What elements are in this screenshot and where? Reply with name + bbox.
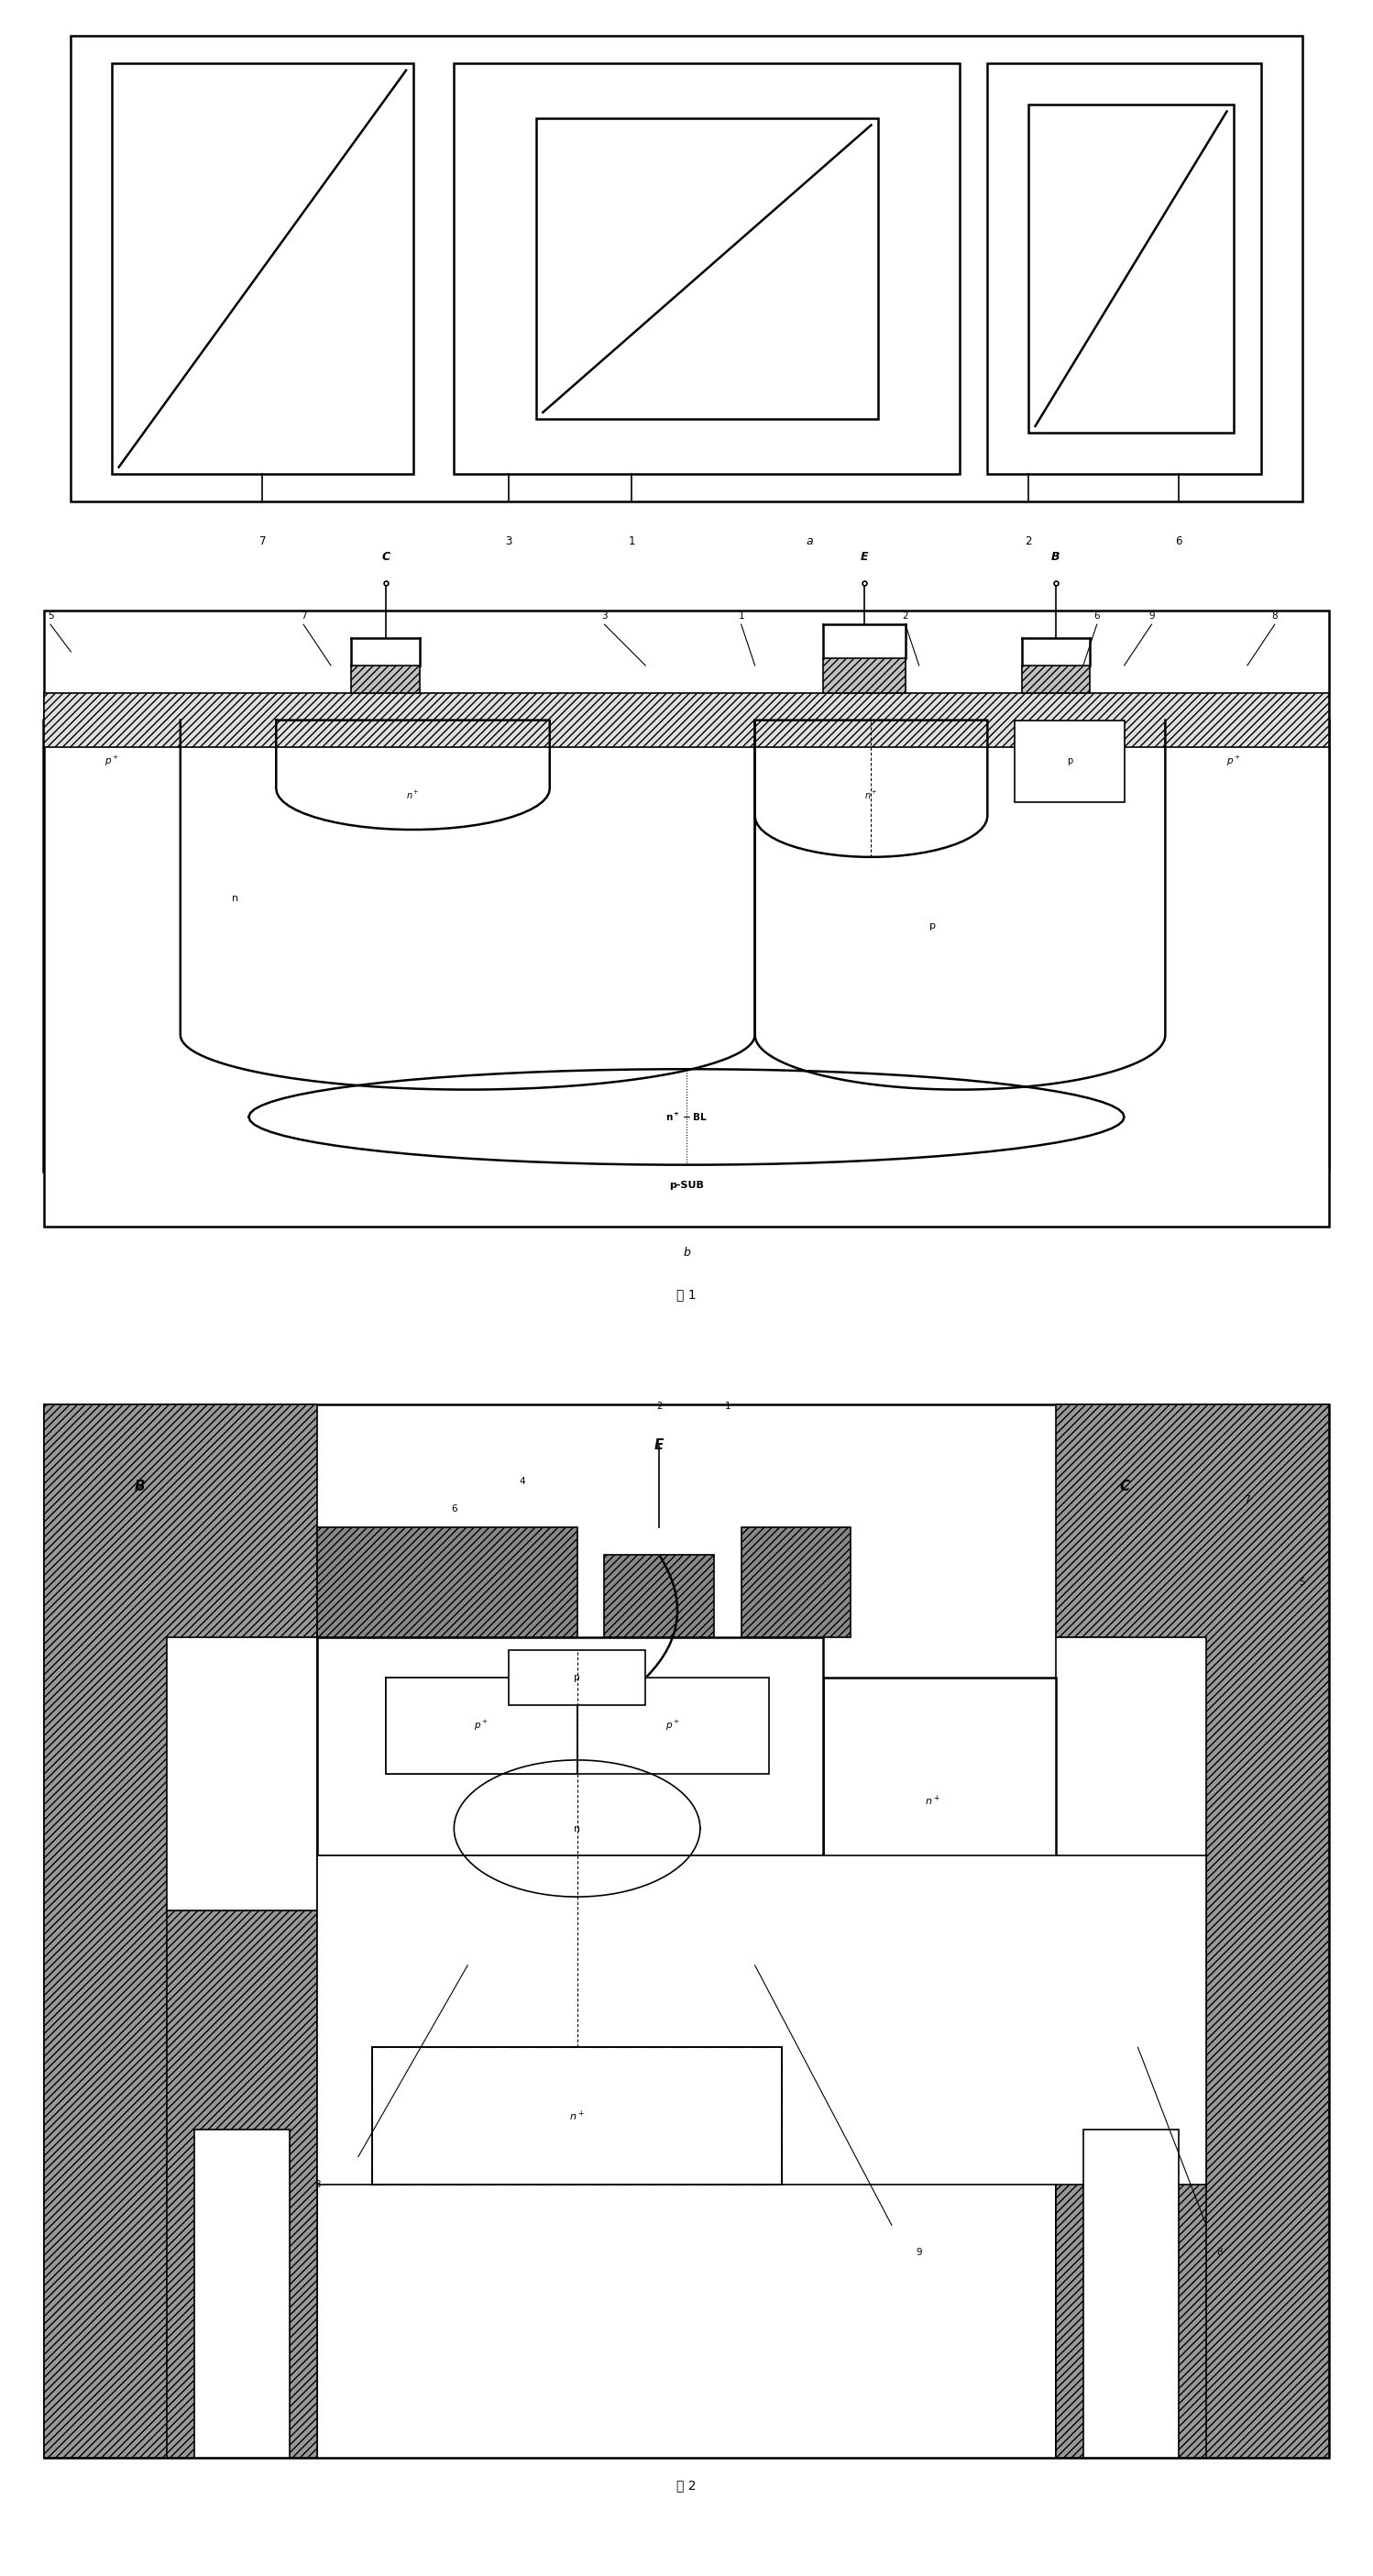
Polygon shape [824, 659, 905, 693]
Text: 3: 3 [505, 536, 512, 549]
Text: $p^+$: $p^+$ [1226, 755, 1241, 768]
Text: 2: 2 [902, 611, 909, 621]
Text: 6: 6 [1094, 611, 1100, 621]
Text: n: n [232, 894, 239, 902]
Text: $n^+$: $n^+$ [406, 788, 420, 801]
Polygon shape [1015, 721, 1124, 801]
Text: B: B [135, 1479, 144, 1494]
Text: 图 2: 图 2 [677, 2478, 696, 2491]
Polygon shape [386, 1677, 577, 1775]
Text: C: C [382, 551, 390, 564]
Polygon shape [604, 1556, 714, 1636]
Polygon shape [1056, 1636, 1207, 1911]
Text: $n^+$: $n^+$ [925, 1793, 941, 1808]
Text: 2: 2 [1026, 536, 1032, 549]
Text: p: p [574, 1674, 581, 1682]
Polygon shape [454, 64, 960, 474]
Text: $p^-$: $p^-$ [582, 2069, 599, 2081]
Text: 4: 4 [519, 1476, 526, 1486]
Text: 5: 5 [48, 611, 54, 621]
Text: 5: 5 [1299, 1577, 1306, 1587]
Text: 1: 1 [629, 536, 636, 549]
Text: 7: 7 [301, 611, 306, 621]
Polygon shape [1028, 106, 1234, 433]
Polygon shape [824, 1677, 1056, 1911]
Polygon shape [1056, 1911, 1207, 2458]
Text: 2: 2 [656, 1401, 662, 1412]
Polygon shape [166, 1636, 317, 1911]
Text: $\mathbf{n^+-BL}$: $\mathbf{n^+-BL}$ [666, 1110, 707, 1123]
Text: $n^+$: $n^+$ [570, 2110, 585, 2123]
Polygon shape [1056, 1636, 1207, 1911]
Text: 3: 3 [601, 611, 607, 621]
Polygon shape [351, 665, 420, 693]
Text: E: E [861, 551, 868, 564]
Polygon shape [166, 1911, 317, 2458]
Text: 8: 8 [1271, 611, 1278, 621]
Text: 8: 8 [1216, 2249, 1223, 2257]
Text: 7: 7 [259, 536, 266, 549]
Polygon shape [44, 1404, 317, 2458]
Text: a: a [806, 536, 813, 549]
Polygon shape [987, 64, 1260, 474]
Text: C: C [1119, 1479, 1130, 1494]
Text: 1: 1 [739, 611, 744, 621]
Polygon shape [372, 2048, 783, 2184]
Polygon shape [535, 118, 877, 420]
Polygon shape [741, 1528, 851, 1636]
Text: 6: 6 [1175, 536, 1182, 549]
Text: 3: 3 [314, 2179, 320, 2190]
Text: $n^+$: $n^+$ [865, 788, 877, 801]
Text: $p^+$: $p^+$ [104, 755, 119, 768]
Polygon shape [44, 693, 1329, 747]
Polygon shape [317, 1636, 824, 1855]
Polygon shape [577, 1677, 769, 1775]
Text: p: p [1067, 757, 1072, 765]
Text: 9: 9 [1149, 611, 1155, 621]
Text: b: b [682, 1247, 691, 1260]
Polygon shape [113, 64, 413, 474]
Polygon shape [1083, 2130, 1179, 2458]
Text: 6: 6 [450, 1504, 457, 1515]
Text: p: p [930, 920, 936, 930]
Polygon shape [44, 611, 1329, 1226]
Polygon shape [71, 36, 1302, 502]
Polygon shape [194, 2130, 290, 2458]
Polygon shape [1056, 1404, 1329, 2458]
Polygon shape [166, 1636, 317, 1911]
Polygon shape [317, 1528, 577, 1636]
Text: 7: 7 [1244, 1497, 1251, 1504]
Text: E: E [655, 1437, 665, 1453]
Text: p-SUB: p-SUB [669, 1180, 704, 1190]
Text: n: n [574, 1824, 581, 1834]
Text: 1: 1 [725, 1401, 730, 1412]
Text: $p^+$: $p^+$ [474, 1718, 489, 1734]
Polygon shape [386, 1677, 577, 1775]
Text: B: B [1052, 551, 1060, 564]
FancyArrowPatch shape [647, 1556, 677, 1677]
Text: $p^+$: $p^+$ [666, 1718, 680, 1734]
Polygon shape [1022, 665, 1090, 693]
Text: 图 1: 图 1 [677, 1288, 696, 1301]
Text: 9: 9 [916, 2249, 923, 2257]
Polygon shape [317, 1855, 1207, 2184]
Polygon shape [44, 1404, 1329, 2458]
Polygon shape [508, 1651, 645, 1705]
